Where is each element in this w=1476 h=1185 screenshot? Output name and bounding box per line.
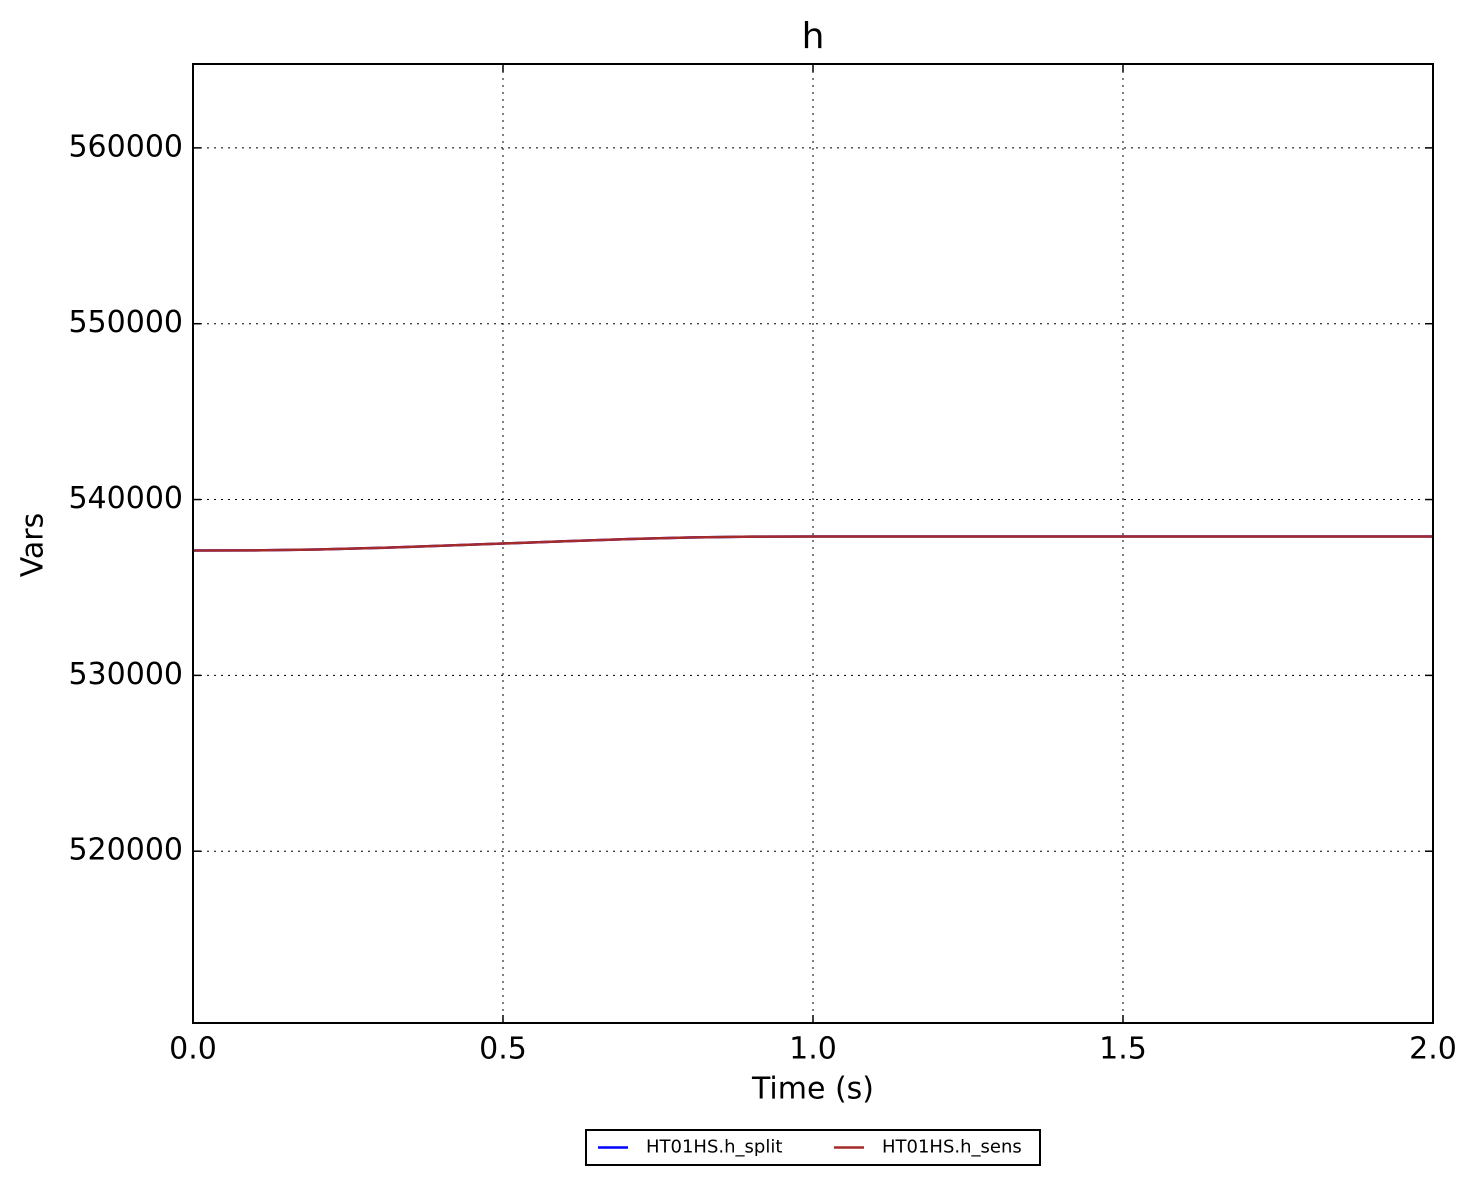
x-tick-label: 2.0	[1409, 1032, 1457, 1067]
x-tick-label: 1.5	[1099, 1032, 1147, 1067]
x-tick-label: 0.0	[169, 1032, 217, 1067]
x-tick-label: 0.5	[479, 1032, 527, 1067]
legend-label: HT01HS.h_sens	[882, 1137, 1022, 1158]
legend-label: HT01HS.h_split	[646, 1137, 782, 1158]
y-tick-label: 530000	[68, 657, 183, 692]
x-tick-label: 1.0	[789, 1032, 837, 1067]
x-axis-label: Time (s)	[751, 1072, 874, 1107]
chart-title: h	[802, 16, 825, 57]
y-tick-label: 560000	[68, 129, 183, 164]
y-axis-label: Vars	[16, 513, 51, 578]
legend-box	[585, 1129, 1041, 1166]
y-tick-label: 550000	[68, 305, 183, 340]
y-tick-label: 520000	[68, 833, 183, 868]
series-line	[192, 535, 1433, 552]
y-tick-label: 540000	[68, 481, 183, 516]
plot-frame	[192, 63, 1434, 1024]
